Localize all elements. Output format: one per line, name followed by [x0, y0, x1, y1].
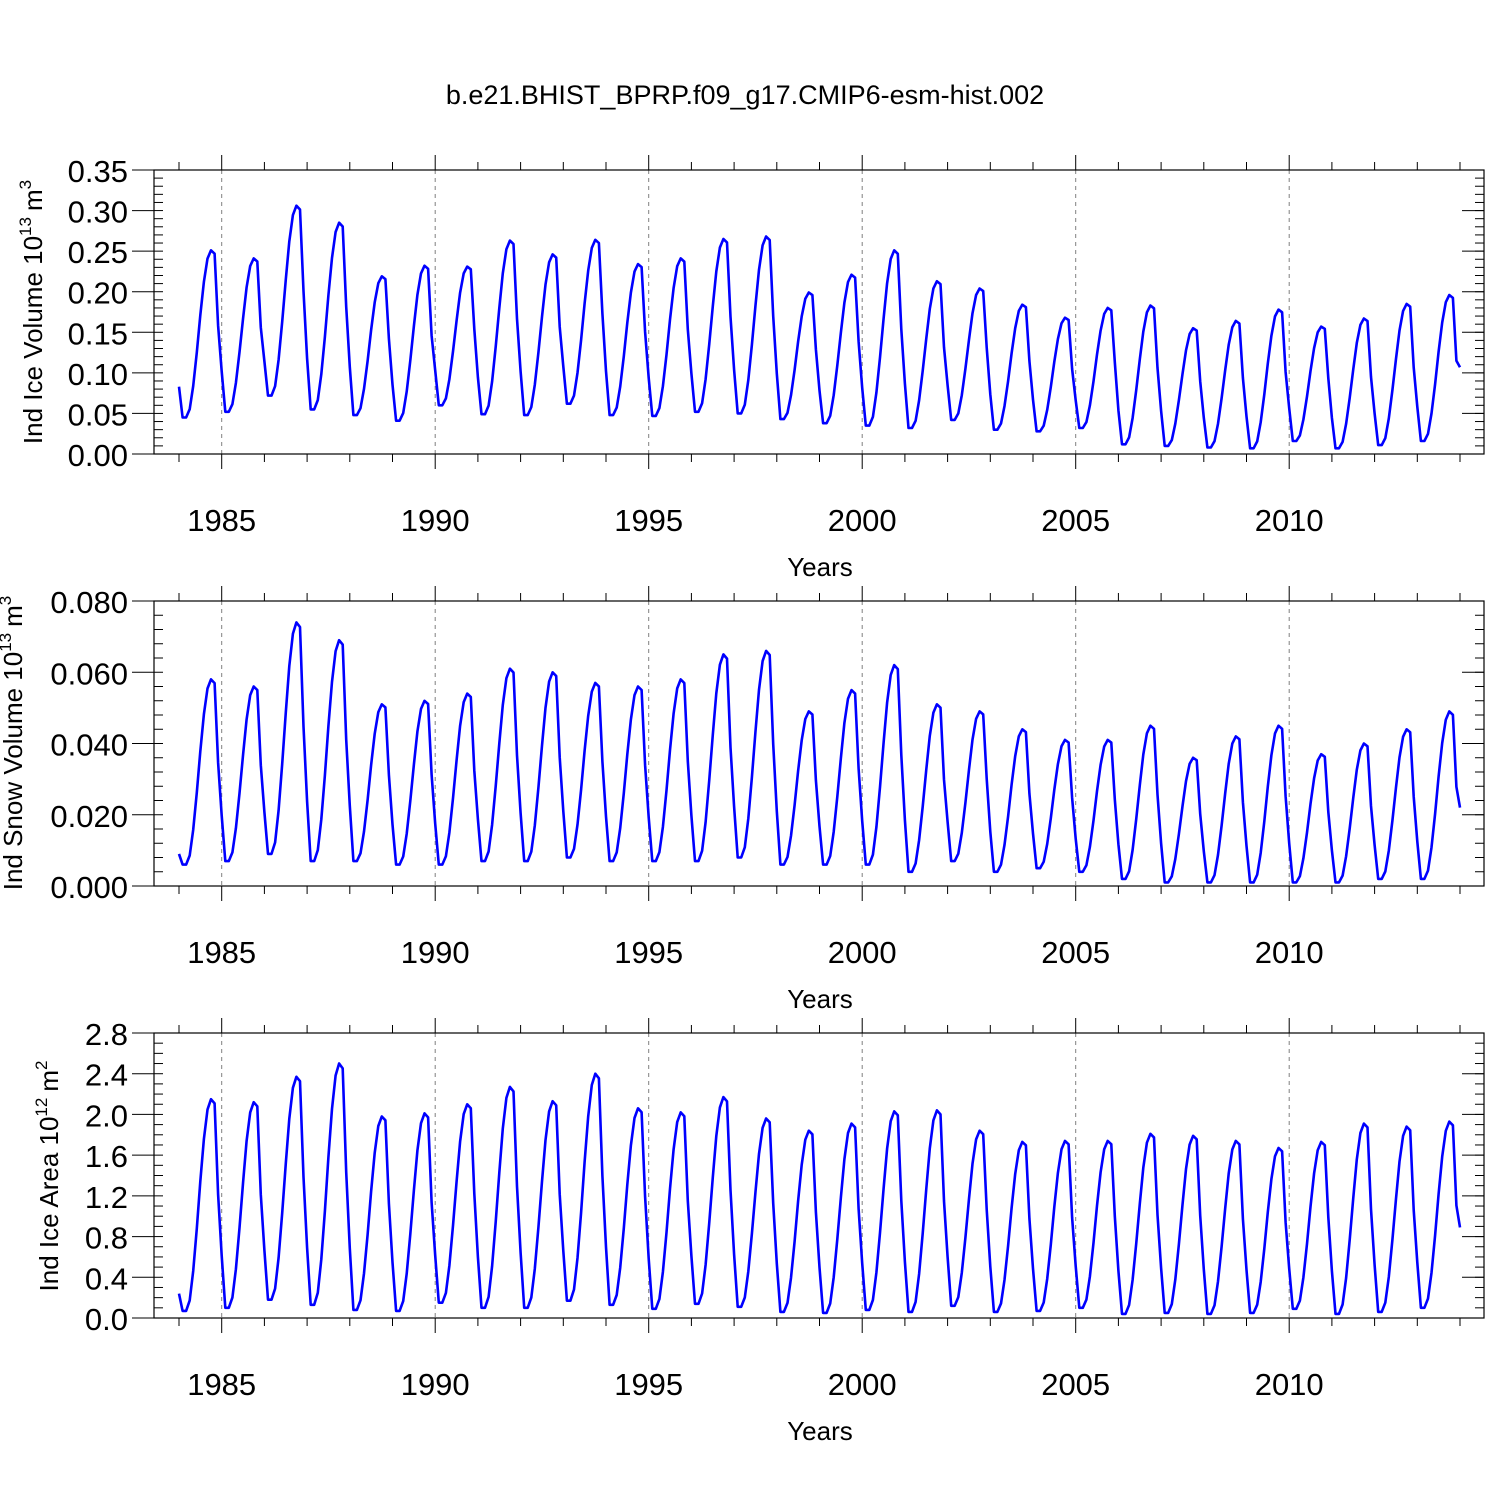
y-tick-label: 0.040 [50, 728, 128, 763]
x-tick-label: 1990 [401, 935, 470, 970]
x-tick-label: 2000 [828, 503, 897, 538]
y-axis-label-text: Ind Ice Area 10 [34, 1117, 64, 1292]
y-tick-label: 1.6 [85, 1139, 128, 1174]
series-line-ice-volume [177, 204, 1462, 450]
figure-title: b.e21.BHIST_BPRP.f09_g17.CMIP6-esm-hist.… [445, 80, 1045, 110]
y-axis-label: Ind Ice Volume 1013 m3 [16, 180, 48, 444]
chart-panel-ice-area: 0.0 0.4 0.8 1.2 1.6 2.0 2.4 2.8 1985 1990 1995 2000… [32, 1017, 1485, 1446]
chart-panel-ice-volume: 0.00 0.05 0.10 0.15 0.20 0.25 0.30 0.35 1985 1990… [16, 154, 1485, 582]
y-tick-label: 0.00 [68, 438, 128, 473]
y-tick-label: 0.8 [85, 1221, 128, 1256]
y-tick-label: 0.4 [85, 1261, 128, 1296]
x-tick-label: 1995 [614, 935, 683, 970]
y-axis-label-unit: m [18, 189, 48, 211]
y-tick-label: 0.020 [50, 799, 128, 834]
y-axis-label-text: Ind Snow Volume 10 [0, 652, 28, 891]
y-axis-label-unit-exp: 3 [0, 596, 15, 605]
x-tick-label: 1985 [187, 935, 256, 970]
y-tick-label: 0.30 [68, 195, 128, 230]
x-tick-label: 2005 [1041, 503, 1110, 538]
y-tick-label: 0.20 [68, 276, 128, 311]
y-tick-label: 0.15 [68, 316, 128, 351]
y-axis-label-exp: 13 [16, 217, 35, 236]
series-line-snow-volume [177, 621, 1462, 884]
x-axis-label: Years [787, 984, 853, 1014]
y-tick-label: 0.10 [68, 357, 128, 392]
x-tick-label: 1985 [187, 503, 256, 538]
x-tick-label: 2005 [1041, 1367, 1110, 1402]
x-tick-label: 2010 [1255, 935, 1324, 970]
x-tick-label: 2000 [828, 1367, 897, 1402]
x-tick-label: 2010 [1255, 1367, 1324, 1402]
y-axis-label: Ind Ice Area 1012 m2 [32, 1061, 64, 1292]
y-axis-label: Ind Snow Volume 1013 m3 [0, 596, 28, 891]
y-axis-label-unit: m [34, 1070, 64, 1092]
chart-panel-snow-volume: 0.000 0.020 0.040 0.060 0.080 1985 1990 1995 200… [0, 585, 1485, 1014]
x-tick-label: 1995 [614, 503, 683, 538]
y-tick-label: 2.4 [85, 1058, 128, 1093]
y-tick-label: 0.000 [50, 870, 128, 905]
y-tick-label: 0.25 [68, 235, 128, 270]
x-tick-label: 2005 [1041, 935, 1110, 970]
y-tick-label: 2.0 [85, 1098, 128, 1133]
y-tick-label: 0.080 [50, 585, 128, 620]
series-line-ice-area [177, 1062, 1462, 1316]
y-tick-label: 0.35 [68, 154, 128, 189]
y-tick-label: 0.060 [50, 656, 128, 691]
y-axis-label-text: Ind Ice Volume 10 [18, 236, 48, 444]
y-tick-label: 1.2 [85, 1180, 128, 1215]
y-axis-label-unit: m [0, 605, 28, 627]
x-axis-label: Years [787, 552, 853, 582]
x-tick-label: 1990 [401, 1367, 470, 1402]
x-tick-label: 1990 [401, 503, 470, 538]
y-axis-label-exp: 13 [0, 633, 15, 652]
y-axis-label-unit-exp: 3 [16, 180, 35, 189]
x-tick-label: 1995 [614, 1367, 683, 1402]
y-axis-label-unit-exp: 2 [32, 1061, 51, 1070]
y-tick-label: 0.05 [68, 397, 128, 432]
x-tick-label: 2010 [1255, 503, 1324, 538]
x-tick-label: 1985 [187, 1367, 256, 1402]
x-axis-label: Years [787, 1416, 853, 1446]
y-axis-label-exp: 12 [32, 1098, 51, 1117]
y-tick-label: 0.0 [85, 1302, 128, 1337]
y-tick-label: 2.8 [85, 1017, 128, 1052]
x-tick-label: 2000 [828, 935, 897, 970]
